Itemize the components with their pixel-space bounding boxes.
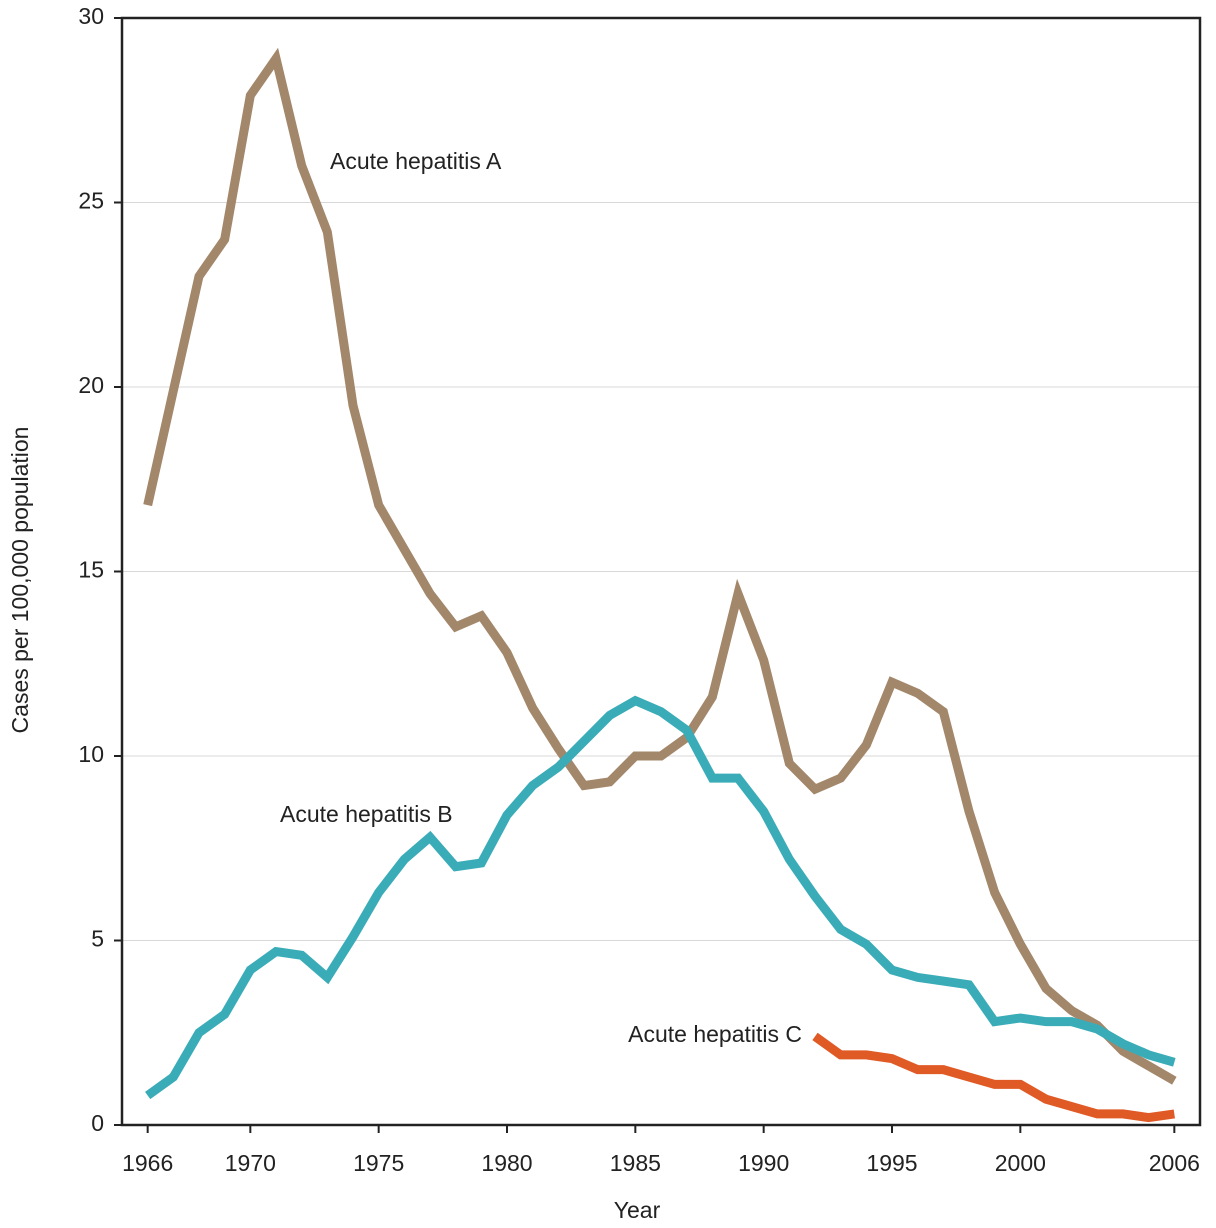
x-axis-title: Year — [614, 1197, 661, 1223]
x-tick-label: 1975 — [353, 1150, 404, 1176]
y-tick-label: 30 — [78, 3, 104, 29]
data-line — [145, 695, 1176, 1100]
series-label: Acute hepatitis C — [628, 1021, 802, 1047]
y-tick-label: 0 — [91, 1110, 104, 1136]
x-tick-label: 1980 — [481, 1150, 532, 1176]
x-tick-label: 1966 — [122, 1150, 173, 1176]
y-tick-label: 10 — [78, 741, 104, 767]
x-tick-label: 1970 — [225, 1150, 276, 1176]
y-tick-label: 25 — [78, 188, 104, 214]
data-line — [143, 47, 1177, 1085]
x-tick-label: 1995 — [866, 1150, 917, 1176]
x-tick-label: 2000 — [995, 1150, 1046, 1176]
series-label: Acute hepatitis B — [280, 801, 453, 827]
y-tick-label: 15 — [78, 557, 104, 583]
x-tick-label: 1985 — [610, 1150, 661, 1176]
series-label: Acute hepatitis A — [330, 148, 502, 174]
x-tick-label: 2006 — [1149, 1150, 1200, 1176]
y-tick-label: 20 — [78, 372, 104, 398]
y-axis-title: Cases per 100,000 population — [7, 427, 33, 734]
plot-frame — [120, 16, 1202, 1127]
data-line — [812, 1032, 1175, 1123]
y-tick-label: 5 — [91, 926, 104, 952]
x-tick-label: 1990 — [738, 1150, 789, 1176]
